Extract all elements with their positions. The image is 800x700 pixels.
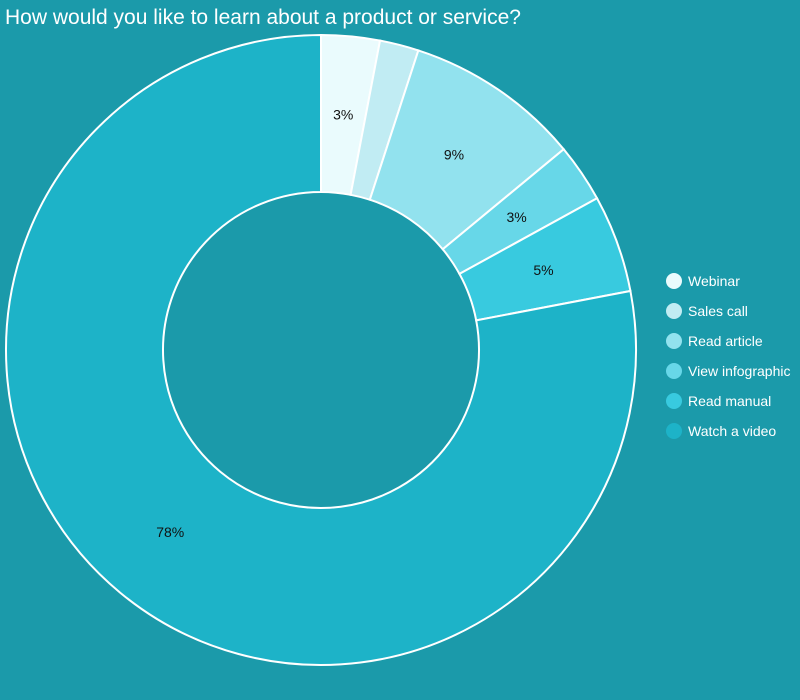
chart-title: How would you like to learn about a prod…	[5, 6, 521, 29]
legend-swatch	[666, 303, 682, 319]
legend-swatch	[666, 423, 682, 439]
legend-label: Webinar	[688, 273, 740, 289]
legend-item-read-manual[interactable]: Read manual	[666, 386, 790, 416]
data-label-read-article: 9%	[444, 146, 464, 162]
legend-label: Watch a video	[688, 423, 777, 439]
legend-label: Read article	[688, 333, 763, 349]
data-label-watch-a-video: 78%	[156, 524, 184, 540]
legend-swatch	[666, 333, 682, 349]
legend-label: Sales call	[688, 303, 748, 319]
data-label-read-manual: 5%	[533, 262, 553, 278]
legend-item-watch-a-video[interactable]: Watch a video	[666, 416, 790, 446]
legend-item-sales-call[interactable]: Sales call	[666, 296, 790, 326]
legend-item-webinar[interactable]: Webinar	[666, 266, 790, 296]
legend-swatch	[666, 273, 682, 289]
legend-item-view-infographic[interactable]: View infographic	[666, 356, 790, 386]
slice-watch-a-video[interactable]	[5, 33, 637, 666]
data-label-webinar: 3%	[333, 107, 353, 123]
legend: Webinar Sales call Read article View infogr…	[666, 266, 790, 446]
legend-label: View infographic	[688, 363, 791, 379]
legend-label: Read manual	[688, 393, 772, 409]
legend-swatch	[666, 393, 682, 409]
legend-item-read-article[interactable]: Read article	[666, 326, 790, 356]
legend-swatch	[666, 363, 682, 379]
data-label-view-infographic: 3%	[506, 209, 526, 225]
